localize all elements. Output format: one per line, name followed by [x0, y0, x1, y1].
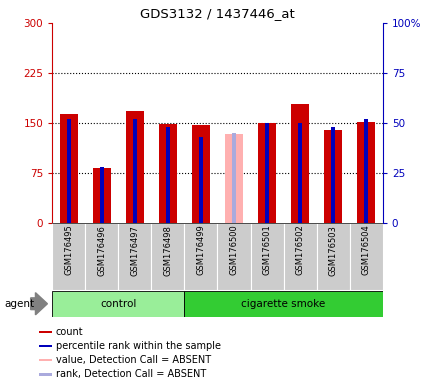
Text: GSM176500: GSM176500: [229, 225, 238, 275]
Text: value, Detection Call = ABSENT: value, Detection Call = ABSENT: [56, 355, 210, 365]
Bar: [66, 119, 71, 223]
Bar: [290, 104, 309, 223]
Bar: [184, 291, 382, 317]
Bar: [257, 123, 276, 223]
Bar: [59, 114, 78, 223]
Text: cigarette smoke: cigarette smoke: [241, 299, 325, 309]
Bar: [363, 119, 368, 223]
Bar: [323, 129, 342, 223]
Bar: [125, 111, 144, 223]
Bar: [99, 167, 104, 223]
Text: count: count: [56, 327, 83, 337]
Bar: [224, 134, 243, 223]
Bar: [151, 223, 184, 290]
Text: GSM176503: GSM176503: [328, 225, 337, 276]
Text: GSM176495: GSM176495: [64, 225, 73, 275]
Bar: [184, 223, 217, 290]
Bar: [283, 223, 316, 290]
Text: GSM176501: GSM176501: [262, 225, 271, 275]
Bar: [52, 223, 85, 290]
Bar: [217, 223, 250, 290]
FancyArrow shape: [30, 293, 47, 315]
Bar: [52, 291, 184, 317]
Bar: [349, 223, 382, 290]
Bar: [250, 223, 283, 290]
Bar: [39, 331, 52, 333]
Bar: [198, 137, 203, 223]
Bar: [231, 133, 236, 223]
Bar: [264, 123, 269, 223]
Bar: [118, 223, 151, 290]
Bar: [158, 124, 177, 223]
Text: GSM176497: GSM176497: [130, 225, 139, 276]
Bar: [132, 119, 137, 223]
Bar: [85, 223, 118, 290]
Bar: [39, 374, 52, 376]
Text: GSM176496: GSM176496: [97, 225, 106, 276]
Bar: [356, 122, 375, 223]
Text: GSM176498: GSM176498: [163, 225, 172, 276]
Bar: [92, 168, 111, 223]
Bar: [39, 345, 52, 347]
Text: GSM176504: GSM176504: [361, 225, 370, 275]
Bar: [297, 123, 302, 223]
Text: GSM176502: GSM176502: [295, 225, 304, 275]
Text: GSM176499: GSM176499: [196, 225, 205, 275]
Text: agent: agent: [4, 299, 34, 309]
Bar: [39, 359, 52, 361]
Text: percentile rank within the sample: percentile rank within the sample: [56, 341, 220, 351]
Bar: [316, 223, 349, 290]
Bar: [330, 127, 335, 223]
Bar: [165, 127, 170, 223]
Text: rank, Detection Call = ABSENT: rank, Detection Call = ABSENT: [56, 369, 205, 379]
Bar: [191, 125, 210, 223]
Title: GDS3132 / 1437446_at: GDS3132 / 1437446_at: [140, 7, 294, 20]
Text: control: control: [100, 299, 136, 309]
